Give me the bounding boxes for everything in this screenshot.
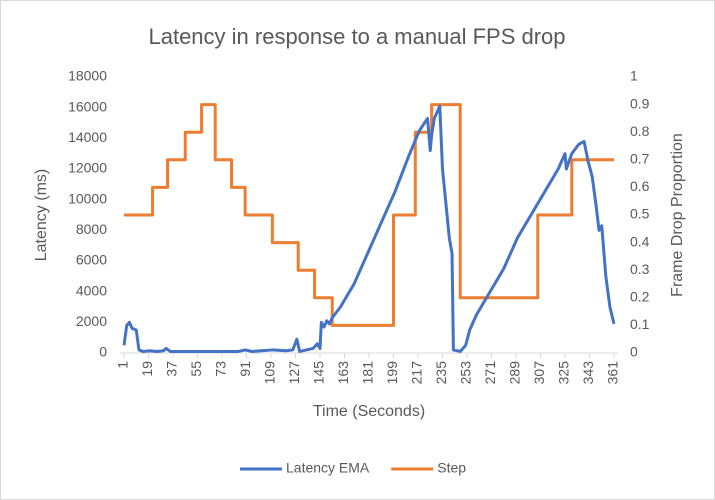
y-tick-label: 2000 [76, 313, 107, 329]
y2-tick-label: 0.8 [630, 123, 650, 139]
x-tick-label: 307 [531, 361, 547, 385]
x-tick-label: 37 [164, 361, 180, 377]
y2-tick-label: 0.2 [630, 289, 650, 305]
y2-tick-label: 0.9 [630, 95, 650, 111]
x-tick-label: 163 [335, 361, 351, 385]
x-tick-label: 73 [213, 361, 229, 377]
x-tick-label: 235 [433, 361, 449, 385]
y-tick-label: 14000 [68, 129, 107, 145]
y2-axis-title: Frame Drop Proportion [669, 133, 686, 297]
x-tick-label: 91 [237, 361, 253, 377]
x-tick-label: 1 [115, 361, 131, 369]
x-tick-label: 271 [482, 361, 498, 385]
legend-label: Latency EMA [286, 460, 370, 476]
series-line [124, 103, 614, 327]
y2-tick-label: 0 [630, 344, 638, 360]
y2-tick-label: 1 [630, 68, 638, 84]
x-axis-title: Time (Seconds) [313, 403, 425, 420]
x-tick-label: 109 [262, 361, 278, 385]
x-tick-label: 343 [580, 361, 596, 385]
y-axis-title: Latency (ms) [33, 169, 50, 261]
y-tick-label: 10000 [68, 190, 107, 206]
x-tick-label: 55 [188, 361, 204, 377]
y2-tick-label: 0.3 [630, 261, 650, 277]
y-tick-label: 18000 [68, 68, 107, 84]
y2-tick-label: 0.4 [630, 233, 650, 249]
x-tick-label: 181 [360, 361, 376, 385]
x-tick-label: 127 [286, 361, 302, 385]
y2-tick-label: 0.7 [630, 151, 650, 167]
x-tick-label: 325 [556, 361, 572, 385]
y2-tick-label: 0.6 [630, 178, 650, 194]
y-tick-label: 0 [99, 344, 107, 360]
chart-title: Latency in response to a manual FPS drop [148, 24, 565, 49]
x-tick-label: 289 [507, 361, 523, 385]
y2-tick-label: 0.5 [630, 206, 650, 222]
y-tick-label: 16000 [68, 98, 107, 114]
y-tick-label: 6000 [76, 252, 107, 268]
y-tick-label: 8000 [76, 221, 107, 237]
x-tick-label: 199 [384, 361, 400, 385]
series-line [122, 104, 616, 353]
legend-label: Step [437, 460, 466, 476]
x-tick-label: 253 [458, 361, 474, 385]
y-tick-label: 4000 [76, 282, 107, 298]
x-tick-label: 145 [311, 361, 327, 385]
x-tick-label: 217 [409, 361, 425, 385]
x-tick-label: 361 [605, 361, 621, 385]
y-tick-label: 12000 [68, 160, 107, 176]
x-tick-label: 19 [139, 361, 155, 377]
y2-tick-label: 0.1 [630, 316, 650, 332]
